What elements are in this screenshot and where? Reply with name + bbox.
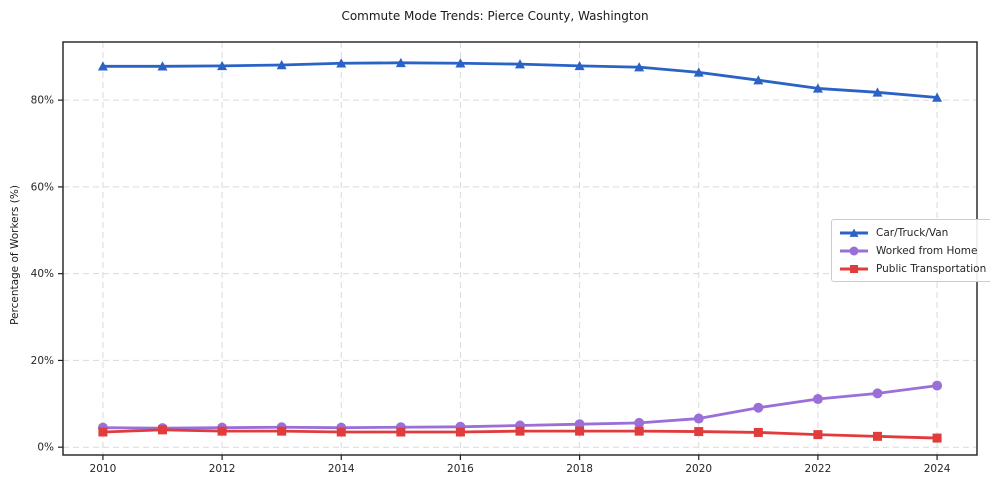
y-tick-label: 60%	[31, 181, 54, 193]
legend-label: Car/Truck/Van	[876, 226, 949, 239]
data-point-triangle	[97, 61, 108, 71]
data-point-square	[277, 426, 287, 436]
data-point-triangle	[693, 67, 704, 77]
data-point-triangle	[157, 61, 168, 71]
data-point-circle	[634, 417, 645, 428]
data-point-square	[932, 433, 942, 443]
y-tick-label: 0%	[37, 442, 54, 454]
data-point-triangle	[812, 83, 823, 93]
data-point-triangle	[395, 57, 406, 68]
data-point-triangle	[515, 59, 525, 69]
legend-swatch-square-icon	[840, 264, 868, 273]
x-tick-label: 2014	[328, 463, 355, 475]
x-tick-label: 2022	[805, 463, 832, 475]
data-point-triangle	[574, 60, 585, 71]
series-public-transportation	[98, 425, 942, 443]
data-point-circle	[932, 380, 943, 391]
data-point-square	[694, 427, 704, 437]
data-point-square	[515, 426, 525, 436]
legend-item-car-truck-van: Car/Truck/Van	[839, 225, 986, 240]
data-point-circle	[849, 246, 859, 255]
data-point-circle	[812, 394, 823, 405]
data-point-triangle	[872, 87, 883, 97]
legend: Car/Truck/Van Worked from Home Public Tr…	[831, 219, 990, 282]
data-point-triangle	[932, 92, 943, 102]
series-worked-from-home	[97, 380, 943, 434]
chart-title: Commute Mode Trends: Pierce County, Wash…	[341, 9, 649, 23]
data-point-square	[455, 427, 465, 437]
data-point-square	[634, 426, 644, 436]
data-point-triangle	[336, 58, 347, 68]
legend-label: Worked from Home	[876, 244, 978, 257]
data-point-square	[575, 426, 585, 436]
legend-item-public-transportation: Public Transportation	[839, 261, 986, 276]
data-point-square	[158, 425, 168, 435]
data-point-square	[850, 264, 858, 273]
data-point-triangle	[455, 58, 466, 68]
x-tick-label: 2010	[90, 463, 117, 475]
series-car-truck-van	[97, 57, 943, 102]
data-point-square	[98, 427, 108, 437]
data-point-triangle	[753, 75, 764, 85]
y-tick-label: 20%	[31, 355, 54, 367]
data-point-triangle	[276, 59, 287, 70]
legend-swatch-triangle-icon	[840, 228, 868, 237]
x-tick-label: 2016	[447, 463, 474, 475]
data-point-triangle	[634, 62, 645, 72]
x-tick-label: 2012	[209, 463, 236, 475]
data-point-circle	[872, 388, 883, 399]
data-point-circle	[753, 402, 764, 413]
data-point-square	[753, 427, 763, 437]
data-point-square	[872, 431, 882, 441]
x-tick-label: 2018	[566, 463, 593, 475]
x-tick-label: 2020	[685, 463, 712, 475]
data-point-square	[813, 430, 823, 440]
data-point-square	[217, 426, 227, 436]
y-tick-label: 80%	[31, 95, 54, 107]
data-point-triangle	[849, 228, 859, 237]
legend-label: Public Transportation	[876, 262, 987, 275]
data-point-triangle	[217, 60, 228, 71]
data-point-square	[336, 427, 346, 437]
data-point-square	[396, 427, 406, 437]
data-point-circle	[693, 413, 704, 424]
x-tick-label: 2024	[924, 463, 951, 475]
y-tick-label: 40%	[31, 268, 54, 280]
legend-item-worked-from-home: Worked from Home	[839, 243, 986, 258]
legend-swatch-circle-icon	[840, 246, 868, 255]
